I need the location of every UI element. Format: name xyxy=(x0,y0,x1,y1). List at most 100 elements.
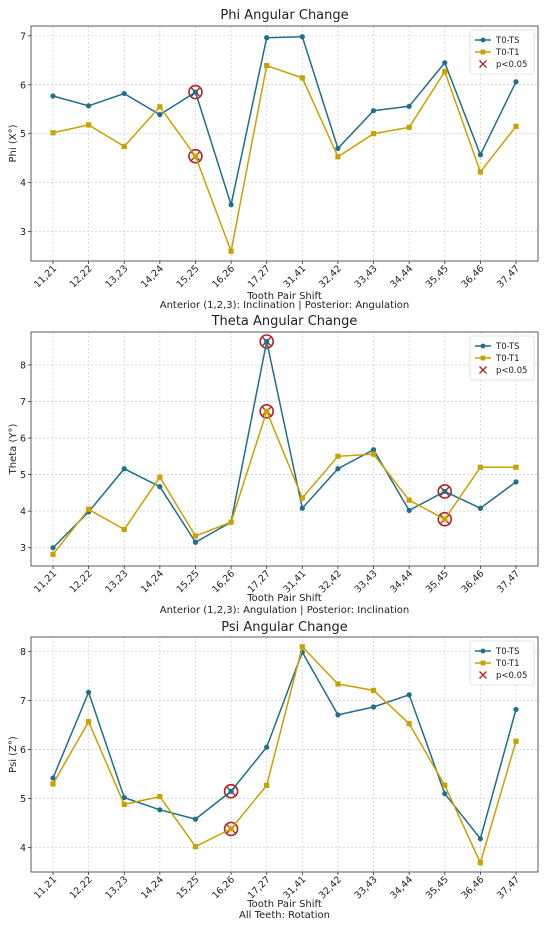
grid xyxy=(31,26,538,261)
data-point xyxy=(406,497,412,503)
x-tick-label: 12,22 xyxy=(68,263,95,290)
data-point xyxy=(477,836,483,842)
data-point xyxy=(442,516,448,522)
y-tick-label: 6 xyxy=(20,80,26,91)
y-tick-label: 4 xyxy=(20,178,26,189)
legend-marker xyxy=(480,355,486,361)
x-tick-label: 36,46 xyxy=(459,874,486,901)
data-point xyxy=(335,681,341,687)
legend-label: p<0.05 xyxy=(496,366,527,376)
x-tick-label: 32,42 xyxy=(317,874,344,901)
data-point xyxy=(228,202,234,208)
data-point xyxy=(370,108,377,114)
data-point xyxy=(264,35,270,41)
data-point xyxy=(264,338,270,345)
x-tick-label: 35,45 xyxy=(424,263,451,290)
data-point xyxy=(442,782,448,788)
x-axis-label: Tooth Pair Shift xyxy=(246,899,322,910)
x-tick-label: 14,24 xyxy=(139,263,166,290)
x-tick-label: 37,47 xyxy=(495,263,522,290)
x-tick-label: 14,24 xyxy=(139,568,166,595)
series-t0-t1 xyxy=(50,644,519,866)
series-t0-t1 xyxy=(50,408,519,557)
data-point xyxy=(157,807,163,813)
data-point xyxy=(192,816,199,822)
data-point xyxy=(50,545,56,551)
y-tick-label: 4 xyxy=(20,843,26,854)
legend-label: T0-TS xyxy=(495,36,519,46)
data-point xyxy=(370,131,377,137)
significance-circle xyxy=(188,148,203,164)
data-point xyxy=(157,474,163,480)
x-tick-label: 33,43 xyxy=(353,263,380,290)
legend-marker xyxy=(480,660,486,666)
x-tick-label: 34,44 xyxy=(388,263,415,290)
x-tick-label: 37,47 xyxy=(495,874,522,901)
x-tick-label: 13,23 xyxy=(103,568,130,595)
x-tick-label: 12,22 xyxy=(68,568,95,595)
x-tick-label: 32,42 xyxy=(317,568,344,595)
x-tick-label: 34,44 xyxy=(388,874,415,901)
data-point xyxy=(442,791,448,797)
data-point xyxy=(121,90,127,97)
y-tick-label: 7 xyxy=(20,696,26,707)
legend-box xyxy=(469,29,535,75)
plot-frame xyxy=(30,636,539,873)
data-point xyxy=(86,506,92,512)
y-axis-label: Phi (X°) xyxy=(8,124,19,162)
data-point xyxy=(121,526,127,533)
legend-marker xyxy=(479,366,487,374)
x-tick-label: 31,41 xyxy=(281,874,308,901)
data-point xyxy=(477,464,483,470)
x-tick-label: 37,47 xyxy=(495,568,522,595)
significance-circle xyxy=(437,484,453,499)
data-point xyxy=(192,89,199,95)
data-point xyxy=(228,519,234,525)
y-tick-label: 5 xyxy=(20,794,26,805)
data-point xyxy=(192,539,199,545)
data-point xyxy=(406,103,412,109)
x-tick-label: 12,22 xyxy=(68,874,95,901)
legend-marker xyxy=(480,49,486,55)
data-point xyxy=(370,687,377,693)
data-point xyxy=(335,712,341,718)
x-tick-label: 16,26 xyxy=(210,874,237,901)
series-line xyxy=(52,645,517,865)
data-point xyxy=(513,738,519,744)
y-tick-label: 5 xyxy=(20,129,26,140)
x-tick-label: 33,43 xyxy=(353,568,380,595)
x-tick-label: 16,26 xyxy=(210,568,237,595)
legend: T0-TS T0-T1 p<0.05 xyxy=(469,29,535,75)
data-point xyxy=(121,143,127,150)
y-axis-label: Theta (Y°) xyxy=(8,424,19,476)
data-point xyxy=(228,248,234,254)
data-point xyxy=(228,788,234,794)
data-point xyxy=(86,689,92,695)
data-point xyxy=(477,152,483,158)
data-point xyxy=(513,479,519,485)
significance-circle xyxy=(437,511,453,527)
chart-title: Phi Angular Change xyxy=(220,8,348,23)
chart-title: Theta Angular Change xyxy=(211,314,358,329)
data-point xyxy=(406,721,412,727)
y-axis-label: Psi (Z°) xyxy=(8,736,19,773)
y-tick-label: 6 xyxy=(20,745,26,756)
x-tick-label: 15,25 xyxy=(175,568,202,595)
data-point xyxy=(335,453,341,459)
series-line xyxy=(52,341,517,549)
series-line xyxy=(52,36,517,208)
x-tick-label: 11,21 xyxy=(32,874,59,901)
legend-marker xyxy=(480,648,486,654)
legend-label: T0-T1 xyxy=(495,354,520,364)
data-point xyxy=(86,719,92,725)
data-point xyxy=(335,145,341,151)
series-line xyxy=(52,64,517,254)
data-point xyxy=(299,644,305,650)
x-tick-label: 36,46 xyxy=(459,568,486,595)
y-tick-label: 5 xyxy=(20,470,26,481)
data-point xyxy=(228,826,234,832)
data-point xyxy=(442,488,448,495)
y-tick-label: 8 xyxy=(20,360,26,371)
series-t0-ts xyxy=(50,338,519,551)
